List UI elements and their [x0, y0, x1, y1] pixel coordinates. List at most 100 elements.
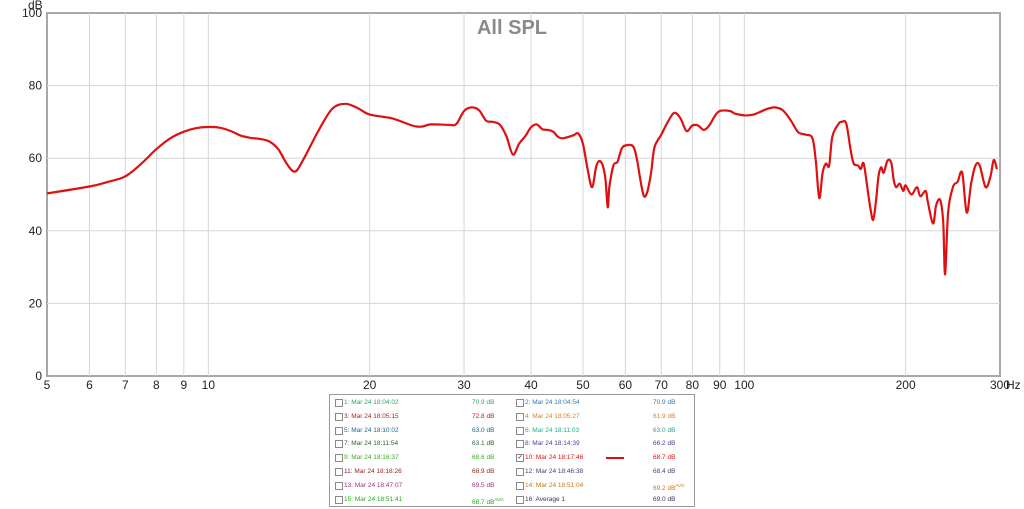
- y-tick-label: 60: [29, 151, 43, 165]
- series-group: [46, 102, 998, 276]
- legend-label: 1: Mar 24 18:04:02: [344, 399, 399, 406]
- legend-label: 5: Mar 24 18:10:02: [344, 426, 399, 434]
- legend-entry[interactable]: 4: Mar 24 18:05:27 61.9 dB: [516, 410, 692, 423]
- legend-checkbox[interactable]: [335, 426, 343, 435]
- legend-entry[interactable]: 16: Average 1 69.0 dB: [516, 493, 692, 506]
- legend-label: 16: Average 1: [525, 495, 565, 503]
- x-tick-labels: 5 6 7 8 9 10 20 30 40 50 60 70 80 90 100 200 300: [44, 378, 1011, 392]
- spl-series-line: [46, 102, 998, 276]
- x-tick-label: 80: [686, 378, 700, 392]
- legend-value: 68.9 dB: [472, 468, 495, 475]
- legend-checkbox[interactable]: [335, 495, 343, 504]
- y-tick-label: 0: [35, 369, 42, 383]
- x-tick-label: 8: [153, 378, 160, 392]
- x-tick-label: 20: [363, 378, 377, 392]
- legend-line-swatch: [606, 457, 624, 459]
- legend-entry[interactable]: ✓ 10: Mar 24 18:17:46 68.7 dB: [516, 451, 692, 464]
- legend-entry[interactable]: 14: Mar 24 18:51:04 69.2 dBAVG: [516, 479, 692, 492]
- y-tick-label: 40: [29, 224, 43, 238]
- legend-checkbox[interactable]: [335, 412, 343, 421]
- legend-label: 10: Mar 24 18:17:46: [525, 454, 584, 462]
- x-tick-label: 7: [122, 378, 129, 392]
- legend-label: 14: Mar 24 18:51:04: [525, 481, 584, 489]
- legend-label: 12: Mar 24 18:46:38: [525, 468, 584, 475]
- legend-entry[interactable]: 15: Mar 24 18:51:41 68.7 dBAVG: [335, 493, 511, 506]
- legend-checkbox[interactable]: [335, 468, 343, 476]
- legend-entry[interactable]: 11: Mar 24 18:18:26 68.9 dB: [335, 465, 511, 478]
- legend-checkbox[interactable]: [516, 481, 524, 490]
- y-tick-label: 80: [29, 79, 43, 93]
- x-tick-label: 40: [524, 378, 538, 392]
- grid: [47, 13, 1000, 376]
- legend-checkbox[interactable]: [516, 495, 524, 504]
- legend-checkbox[interactable]: [516, 468, 524, 476]
- legend-entry[interactable]: 2: Mar 24 18:04:54 70.9 dB: [516, 396, 692, 409]
- legend-checkbox[interactable]: [335, 440, 343, 449]
- legend-entry[interactable]: 1: Mar 24 18:04:02 70.9 dB: [335, 396, 511, 409]
- legend-entry[interactable]: 6: Mar 24 18:11:03 63.0 dB: [516, 424, 692, 437]
- legend-entry[interactable]: 8: Mar 24 18:14:39 66.2 dB: [516, 437, 692, 450]
- y-tick-label: 20: [29, 296, 43, 310]
- x-tick-label: 200: [896, 378, 916, 392]
- legend-value: 63.1 dB: [472, 440, 495, 448]
- y-tick-label: 100: [22, 6, 42, 20]
- x-tick-label: 6: [86, 378, 93, 392]
- legend-entry[interactable]: 9: Mar 24 18:16:37 68.6 dB: [335, 451, 511, 464]
- legend-value: 70.9 dB: [472, 399, 495, 406]
- legend-label: 7: Mar 24 18:11:54: [344, 440, 399, 448]
- y-tick-labels: 0 20 40 60 80 100: [22, 6, 42, 383]
- legend-value: 61.9 dB: [653, 412, 676, 420]
- legend-entry[interactable]: 12: Mar 24 18:46:38 68.4 dB: [516, 465, 692, 478]
- y-axis-label: dB: [28, 0, 43, 12]
- x-tick-label: 90: [713, 378, 727, 392]
- x-axis-unit: Hz: [1006, 378, 1021, 392]
- x-tick-label: 5: [44, 378, 51, 392]
- x-tick-label: 30: [457, 378, 471, 392]
- legend-value: 72.8 dB: [472, 412, 495, 420]
- legend-avg-marker: AVG: [494, 496, 504, 502]
- spl-chart: 0 20 40 60 80 100 5 6 7 8 9 10 20 30 40 50 60 70 80 90 100 2…: [22, 0, 1021, 392]
- legend-checkbox[interactable]: [516, 412, 524, 421]
- x-tick-label: 300: [990, 378, 1010, 392]
- legend-value: 66.2 dB: [653, 440, 676, 448]
- legend-value: 70.9 dB: [653, 399, 676, 406]
- legend-value: 69.0 dB: [653, 495, 676, 503]
- legend-checkbox[interactable]: ✓: [516, 454, 524, 463]
- legend-label: 6: Mar 24 18:11:03: [525, 426, 580, 434]
- legend-checkbox[interactable]: [516, 426, 524, 435]
- legend-value: 63.0 dB: [472, 426, 495, 434]
- legend: 1: Mar 24 18:04:02 70.9 dB 2: Mar 24 18:04…: [329, 394, 695, 507]
- x-tick-label: 9: [180, 378, 187, 392]
- x-tick-label: 60: [619, 378, 633, 392]
- legend-value: 69.2 dBAVG: [653, 482, 685, 492]
- legend-avg-marker: AVG: [675, 482, 685, 488]
- legend-entry[interactable]: 3: Mar 24 18:05:15 72.8 dB: [335, 410, 511, 423]
- plot-area: [46, 12, 1001, 377]
- legend-label: 9: Mar 24 18:16:37: [344, 454, 399, 462]
- legend-label: 4: Mar 24 18:05:27: [525, 412, 580, 420]
- legend-value: 68.4 dB: [653, 468, 676, 475]
- legend-checkbox[interactable]: [516, 399, 524, 407]
- chart-title: All SPL: [477, 17, 547, 39]
- x-tick-label: 70: [655, 378, 669, 392]
- legend-label: 13: Mar 24 18:47:07: [344, 481, 403, 489]
- legend-checkbox[interactable]: [335, 481, 343, 490]
- legend-entry[interactable]: 5: Mar 24 18:10:02 63.0 dB: [335, 424, 511, 437]
- legend-value: 68.6 dB: [472, 454, 495, 462]
- legend-value: 69.5 dB: [472, 481, 495, 489]
- legend-checkbox[interactable]: [335, 454, 343, 463]
- legend-label: 3: Mar 24 18:05:15: [344, 412, 399, 420]
- x-tick-label: 10: [202, 378, 216, 392]
- legend-value: 63.0 dB: [653, 426, 676, 434]
- legend-value: 68.7 dB: [653, 454, 676, 462]
- legend-entry[interactable]: 7: Mar 24 18:11:54 63.1 dB: [335, 437, 511, 450]
- legend-label: 2: Mar 24 18:04:54: [525, 399, 580, 406]
- legend-checkbox[interactable]: [335, 399, 343, 407]
- x-tick-label: 100: [734, 378, 754, 392]
- legend-entry[interactable]: 13: Mar 24 18:47:07 69.5 dB: [335, 479, 511, 492]
- legend-label: 15: Mar 24 18:51:41: [344, 495, 403, 503]
- legend-checkbox[interactable]: [516, 440, 524, 449]
- x-tick-label: 50: [576, 378, 590, 392]
- legend-label: 8: Mar 24 18:14:39: [525, 440, 580, 448]
- legend-label: 11: Mar 24 18:18:26: [344, 468, 402, 475]
